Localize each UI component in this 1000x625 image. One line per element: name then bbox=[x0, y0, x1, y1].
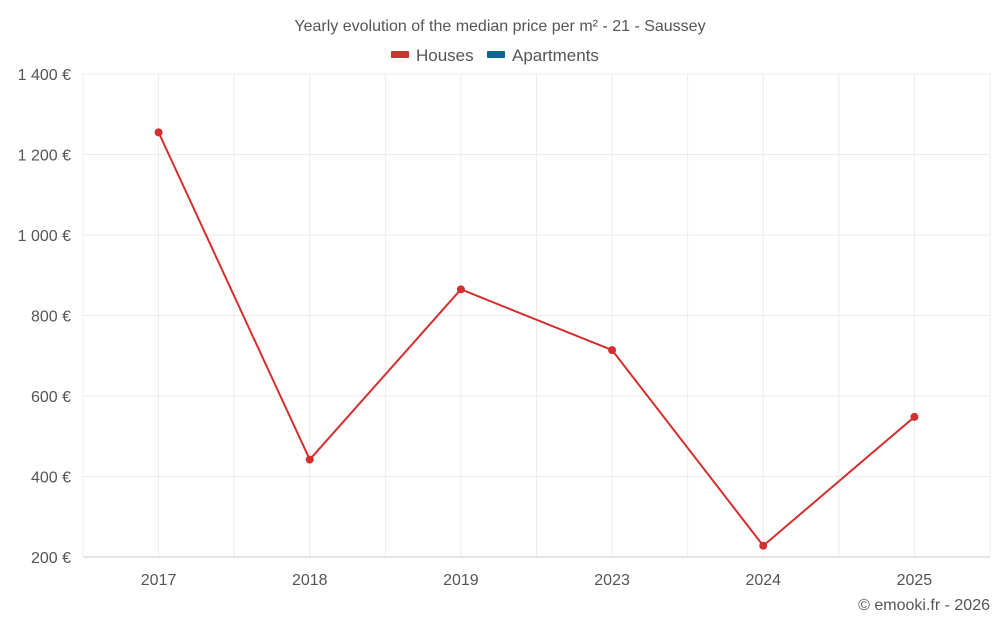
legend-label-houses: Houses bbox=[416, 46, 474, 65]
data-point-houses[interactable] bbox=[759, 542, 767, 550]
x-tick-label: 2019 bbox=[443, 572, 479, 589]
y-tick-label: 600 € bbox=[31, 389, 71, 406]
data-point-houses[interactable] bbox=[155, 128, 163, 136]
chart-title: Yearly evolution of the median price per… bbox=[294, 18, 705, 35]
x-tick-label: 2017 bbox=[141, 572, 177, 589]
y-tick-label: 800 € bbox=[31, 309, 71, 326]
y-tick-label: 1 200 € bbox=[18, 148, 71, 165]
legend-swatch-apartments bbox=[487, 51, 505, 58]
y-tick-label: 200 € bbox=[31, 550, 71, 567]
y-tick-label: 1 000 € bbox=[18, 228, 71, 245]
x-tick-label: 2024 bbox=[745, 572, 781, 589]
legend-swatch-houses bbox=[391, 51, 409, 58]
chart-container: Yearly evolution of the median price per… bbox=[0, 0, 1000, 625]
legend-item-apartments[interactable]: Apartments bbox=[487, 46, 599, 65]
legend-label-apartments: Apartments bbox=[512, 46, 599, 65]
legend: Houses Apartments bbox=[391, 46, 599, 65]
x-axis-tick-labels: 2017 2018 2019 2023 2024 2025 bbox=[141, 572, 933, 589]
credit-text: © emooki.fr - 2026 bbox=[858, 597, 990, 614]
data-point-houses[interactable] bbox=[608, 346, 616, 354]
data-point-houses[interactable] bbox=[910, 413, 918, 421]
data-point-houses[interactable] bbox=[457, 285, 465, 293]
x-tick-label: 2025 bbox=[897, 572, 933, 589]
line-chart: Yearly evolution of the median price per… bbox=[0, 0, 1000, 625]
y-tick-label: 1 400 € bbox=[18, 67, 71, 84]
x-tick-label: 2018 bbox=[292, 572, 328, 589]
x-tick-label: 2023 bbox=[594, 572, 630, 589]
y-axis-tick-labels: 200 € 400 € 600 € 800 € 1 000 € 1 200 € 1 400 … bbox=[18, 67, 71, 567]
legend-item-houses[interactable]: Houses bbox=[391, 46, 474, 65]
y-tick-label: 400 € bbox=[31, 470, 71, 487]
data-point-houses[interactable] bbox=[306, 456, 314, 464]
